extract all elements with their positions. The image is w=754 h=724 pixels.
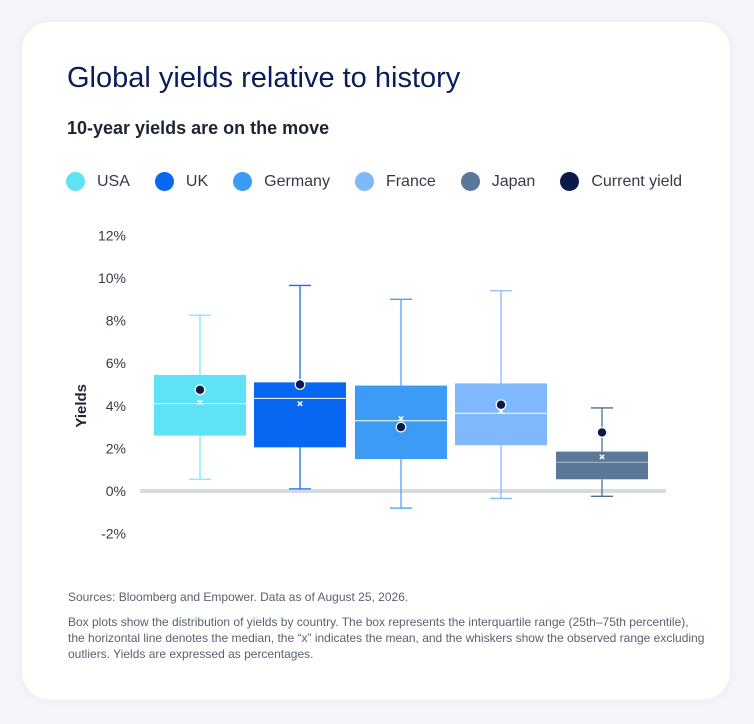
box-france — [455, 383, 547, 446]
legend-swatch-uk — [154, 172, 174, 191]
legend-label-germany: Germany — [264, 172, 330, 190]
current-yield-dot-france — [495, 399, 507, 411]
mean-marker-japan — [599, 454, 605, 460]
legend-label-usa: USA — [97, 172, 130, 190]
y-tick-label: 4% — [106, 398, 126, 414]
legend-item-japan: Japan — [460, 172, 536, 191]
legend-item-france: France — [354, 172, 436, 191]
mean-marker-usa — [197, 399, 203, 406]
box-uk — [254, 382, 346, 448]
legend-label-current-yield: Current yield — [591, 172, 683, 190]
chart-card: Global yields relative to history 10-yea… — [22, 22, 730, 700]
y-tick-label: 2% — [106, 440, 126, 456]
y-tick-label: 6% — [106, 355, 126, 371]
current-yield-dot-usa — [194, 384, 206, 396]
legend-swatch-current-yield — [560, 172, 580, 191]
legend-item-uk: UK — [154, 172, 209, 191]
y-tick-label: 0% — [106, 483, 126, 499]
mean-marker-germany — [398, 415, 404, 422]
current-yield-dot-japan — [596, 427, 608, 438]
legend-swatch-france — [354, 172, 374, 191]
y-tick-label: -2% — [101, 526, 126, 542]
current-yield-dot-germany — [395, 421, 407, 433]
legend-swatch-usa — [66, 172, 85, 191]
legend: USA UK Germany France Japan Current yiel… — [66, 172, 707, 191]
current-yield-dot-uk — [294, 379, 306, 390]
legend-label-japan: Japan — [491, 172, 536, 190]
y-tick-label: 12% — [98, 227, 126, 243]
box-usa — [154, 374, 246, 436]
legend-item-usa: USA — [66, 172, 130, 191]
legend-label-uk: UK — [185, 172, 209, 190]
box-japan — [556, 451, 648, 480]
legend-item-current-yield: Current yield — [560, 172, 682, 191]
box-plot-chart: -2% 0% 2% 4% 6% 8% 10% 12% Yields — [73, 227, 666, 542]
legend-swatch-japan — [460, 172, 480, 191]
methodology-note: Box plots show the distribution of yield… — [68, 615, 705, 661]
chart-title: Global yields relative to history — [67, 62, 461, 94]
legend-swatch-germany — [233, 172, 253, 191]
mean-marker-uk — [297, 400, 303, 407]
y-tick-label: 10% — [98, 270, 126, 286]
y-tick-label: 8% — [106, 313, 126, 329]
legend-label-france: France — [385, 172, 436, 190]
sources-note: Sources: Bloomberg and Empower. Data as … — [68, 590, 409, 604]
chart-subtitle: 10-year yields are on the move — [67, 118, 330, 138]
legend-item-germany: Germany — [233, 172, 330, 191]
y-axis-label: Yields — [73, 384, 90, 428]
